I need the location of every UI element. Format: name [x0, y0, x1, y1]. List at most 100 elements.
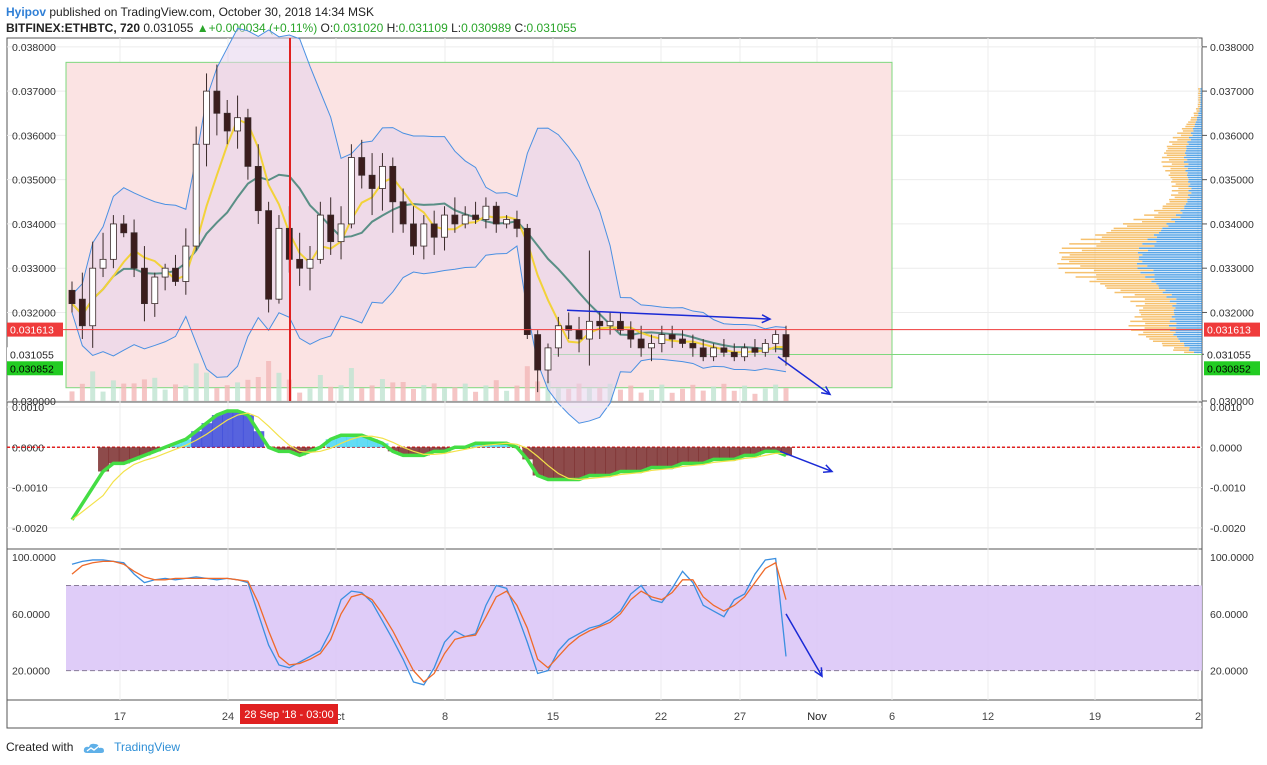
x-tick-label: 17 — [114, 711, 126, 723]
momentum-histogram-bar — [491, 443, 503, 448]
published-text: published on TradingView.com, October 30… — [49, 5, 375, 19]
price-tick-left: 0.038000 — [12, 42, 56, 54]
x-tick-label: 2 — [1195, 711, 1201, 723]
volume-bar — [328, 386, 334, 401]
candle-body — [472, 214, 479, 220]
price-label-last-right-bg — [1204, 347, 1260, 362]
momentum-histogram-bar — [118, 447, 130, 464]
candle-body — [68, 289, 76, 305]
volume-bar — [276, 372, 282, 401]
crosshair-date-label: 28 Sep '18 - 03:00 — [244, 709, 334, 721]
momentum-arrow — [779, 450, 833, 473]
volume-bar — [369, 385, 375, 401]
candle-body — [244, 117, 252, 167]
candle-body — [503, 219, 511, 225]
momentum-histogram-bar — [418, 447, 430, 456]
momentum-histogram-bar — [781, 447, 792, 456]
x-tick-label: 6 — [889, 711, 895, 723]
momentum-tick-right: -0.0010 — [1210, 483, 1246, 495]
candle-body — [585, 320, 593, 340]
volume-bar — [379, 379, 385, 401]
stoch-arrow — [785, 613, 823, 677]
momentum-histogram-bar — [563, 447, 575, 480]
momentum-histogram-bar — [667, 447, 679, 468]
candle-body — [565, 325, 573, 331]
volume-bar — [162, 389, 168, 401]
momentum-histogram-bar — [594, 447, 606, 476]
momentum-histogram-bar — [739, 447, 751, 456]
volume-bar — [110, 380, 116, 401]
volume-bar — [742, 385, 748, 401]
volume-bar — [752, 393, 758, 401]
stoch-arrow-head — [814, 667, 823, 678]
price-label-red-right: 0.031613 — [1207, 325, 1251, 337]
candle-body — [109, 223, 117, 260]
momentum-histogram-bar — [625, 447, 637, 472]
candle-body — [182, 245, 190, 282]
momentum-histogram-bar — [760, 447, 772, 452]
candle-body — [772, 334, 780, 344]
candle-body — [78, 298, 86, 327]
momentum-histogram-bar — [729, 447, 741, 460]
momentum-signal-line — [71, 412, 786, 521]
candle-body — [223, 112, 231, 132]
volume-bar — [731, 390, 737, 401]
chart-frame — [6, 37, 1203, 729]
candle-body — [689, 343, 697, 349]
volume-bar — [431, 383, 437, 401]
candle-body — [523, 227, 531, 335]
momentum-tick-left: -0.0020 — [12, 523, 48, 535]
momentum-histogram-bar — [211, 415, 223, 448]
volume-bar — [317, 375, 323, 401]
volume-bar — [690, 384, 696, 401]
candle-body — [306, 258, 314, 269]
candle-body — [99, 258, 107, 269]
symbol-label: BITFINEX:ETHBTC, 720 — [6, 21, 141, 35]
candle-body — [337, 223, 345, 243]
momentum-histogram-bar — [242, 415, 254, 448]
volume-bar — [79, 383, 85, 401]
price-tick-right: 0.030000 — [1210, 396, 1254, 408]
volume-bar — [462, 383, 468, 401]
volume-bar — [617, 389, 623, 401]
momentum-histogram-bar — [646, 447, 658, 468]
crosshair-date-bg — [240, 704, 338, 724]
volume-bar — [493, 380, 499, 401]
volume-bar — [483, 385, 489, 401]
stoch-tick-right: 60.0000 — [1210, 609, 1248, 621]
author-name[interactable]: Hyipov — [6, 5, 47, 19]
volume-bar — [659, 384, 665, 401]
volume-bar — [255, 377, 261, 401]
price-label-last-bg — [7, 347, 63, 362]
candle-body — [513, 219, 521, 229]
high-value: 0.031109 — [398, 21, 448, 35]
candle-body — [213, 90, 221, 114]
momentum-histogram-bar — [367, 439, 379, 448]
momentum-histogram-bar — [770, 447, 782, 452]
price-tick-right: 0.038000 — [1210, 42, 1254, 54]
price-label-red: 0.031613 — [10, 325, 54, 337]
momentum-histogram-bar — [356, 435, 368, 448]
price-tick-left: 0.037000 — [12, 86, 56, 98]
moving-average-fast — [71, 118, 786, 354]
candle-body — [554, 325, 562, 349]
volume-bar — [307, 388, 313, 401]
momentum-histogram-bar — [387, 447, 399, 452]
candle-body — [234, 117, 241, 132]
candle-body — [327, 214, 335, 243]
momentum-histogram-bar — [656, 447, 668, 468]
last-price: 0.031055 — [143, 21, 194, 35]
volume-bar — [762, 388, 768, 401]
close-label: C: — [514, 21, 527, 35]
momentum-histogram-bar — [108, 447, 120, 464]
price-tick-left: 0.033000 — [12, 263, 56, 275]
candle-body — [120, 223, 128, 234]
price-tick-left: 0.034000 — [12, 219, 56, 231]
tradingview-link[interactable]: TradingView — [114, 740, 181, 754]
momentum-histogram-bar — [336, 435, 348, 448]
momentum-histogram-bar — [532, 447, 544, 476]
momentum-histogram-bar — [698, 447, 710, 464]
candle-body — [296, 258, 304, 269]
volume-bar — [680, 388, 686, 401]
